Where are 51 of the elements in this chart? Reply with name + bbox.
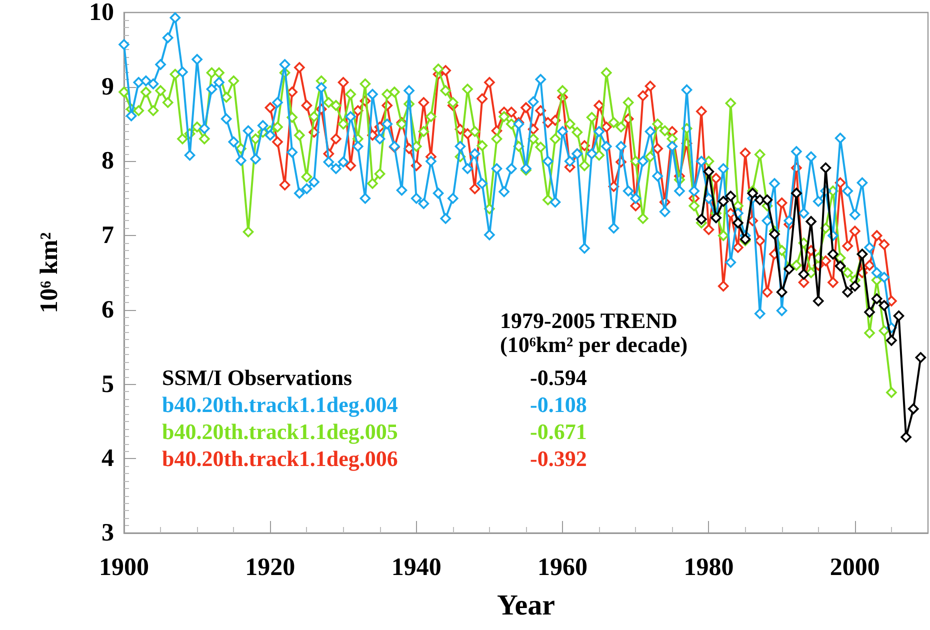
point (791, 188, 802, 199)
point (806, 216, 816, 227)
point (732, 218, 744, 228)
annotation: -0.671 (530, 418, 587, 444)
point (798, 268, 810, 280)
y-tick-label: 5 (102, 370, 114, 398)
point (696, 214, 707, 225)
point (747, 188, 758, 199)
text: b40.20th.track1.1deg.005 (162, 418, 398, 444)
annotation: -0.594 (530, 364, 587, 390)
point (893, 310, 904, 322)
text: b40.20th.track1.1deg.004 (162, 392, 398, 417)
point (776, 286, 788, 298)
point (871, 293, 882, 304)
point (812, 296, 824, 306)
y-tick-label: 10 (89, 0, 114, 26)
point (878, 300, 890, 311)
x-tick-label: 1920 (245, 554, 296, 581)
y-tick-label: 8 (102, 148, 114, 175)
point (834, 260, 846, 272)
y-tick-label: 6 (102, 296, 114, 324)
point (703, 166, 714, 178)
x-axis-title: Year (497, 590, 556, 622)
y-tick-label: 4 (102, 445, 114, 472)
point (820, 162, 832, 174)
x-tick-label: 1980 (684, 554, 734, 581)
point (850, 280, 860, 292)
point (886, 335, 897, 346)
annotation: -0.108 (530, 392, 587, 417)
y-tick-label: 7 (102, 222, 114, 250)
point (725, 190, 736, 202)
y-axis-title: 10⁶ km² (36, 232, 63, 314)
point (769, 228, 780, 240)
point (718, 196, 729, 207)
text: SSM/I Observations (162, 364, 353, 390)
point (842, 286, 853, 298)
point (915, 352, 926, 363)
point (762, 194, 773, 206)
y-tick-label: 9 (102, 73, 114, 100)
point (908, 403, 919, 414)
x-tick-label: 1940 (391, 554, 442, 581)
annotation: -0.392 (530, 446, 587, 471)
x-tick-label: 2000 (830, 554, 880, 581)
annotation: 1979-2005 TREND (10⁶km² per decade) (500, 308, 688, 357)
x-tick-label: 1900 (99, 554, 149, 581)
point (900, 432, 912, 442)
point (828, 248, 838, 260)
y-tick-label: 3 (102, 520, 114, 546)
text: b40.20th.track1.1deg.006 (162, 446, 398, 471)
x-tick-label: 1960 (538, 554, 588, 581)
point (864, 306, 875, 318)
